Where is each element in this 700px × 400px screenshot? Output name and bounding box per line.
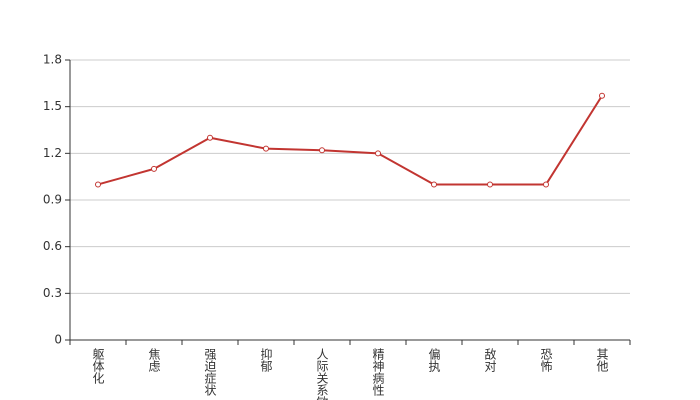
x-tick-label: 偏执 (427, 347, 441, 373)
y-tick-label: 0.9 (43, 193, 62, 207)
point (263, 145, 269, 152)
x-tick-label: 精神病性 (371, 348, 385, 397)
point (599, 92, 605, 99)
x-tick-label: 抑郁 (259, 347, 273, 373)
y-tick-label: 1.8 (43, 53, 62, 67)
point (151, 165, 157, 172)
y-tick-label: 1.2 (43, 146, 62, 160)
x-tick-label: 躯体化 (91, 347, 105, 385)
x-tick-label: 敌对 (483, 347, 497, 372)
point (375, 150, 381, 157)
x-tick-label: 恐怖 (539, 348, 553, 372)
point (487, 181, 493, 188)
y-tick-label: 1.5 (43, 99, 62, 113)
x-tick-label: 焦虑 (147, 348, 161, 372)
x-tick-label: 强迫症状 (203, 348, 217, 396)
line (97, 95, 603, 186)
point (95, 181, 101, 188)
point (207, 134, 213, 141)
y-tick-label: 0.3 (43, 286, 62, 300)
y-tick-label: 0 (54, 333, 62, 347)
x-tick-label: 其他 (595, 348, 609, 372)
point (319, 147, 325, 154)
point (543, 181, 549, 188)
x-tick-label: 人际关系敏感 (315, 348, 329, 400)
point (431, 181, 437, 188)
y-tick-label: 0.6 (43, 239, 62, 253)
